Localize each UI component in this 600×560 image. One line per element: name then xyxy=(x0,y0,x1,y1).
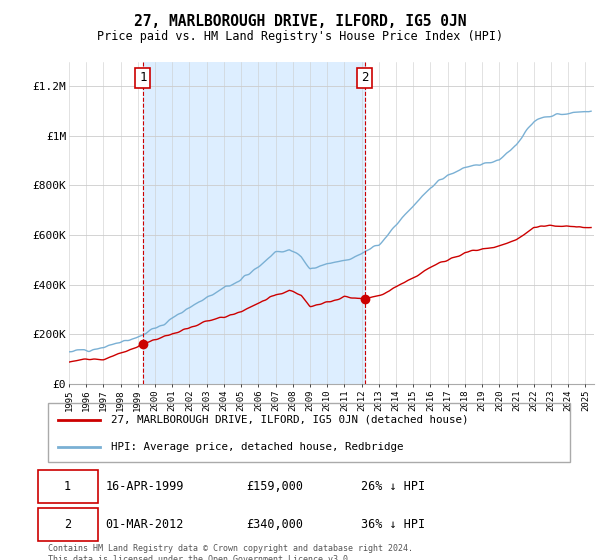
Text: 01-MAR-2012: 01-MAR-2012 xyxy=(106,518,184,531)
Text: 2: 2 xyxy=(64,518,71,531)
Text: 2: 2 xyxy=(361,71,368,84)
Text: 16-APR-1999: 16-APR-1999 xyxy=(106,480,184,493)
Text: £340,000: £340,000 xyxy=(247,518,304,531)
Bar xyxy=(143,62,365,384)
Text: 27, MARLBOROUGH DRIVE, ILFORD, IG5 0JN (detached house): 27, MARLBOROUGH DRIVE, ILFORD, IG5 0JN (… xyxy=(110,414,468,424)
Text: 36% ↓ HPI: 36% ↓ HPI xyxy=(361,518,425,531)
Text: 1: 1 xyxy=(139,71,146,84)
Text: £159,000: £159,000 xyxy=(247,480,304,493)
FancyBboxPatch shape xyxy=(38,508,98,541)
Text: Price paid vs. HM Land Registry's House Price Index (HPI): Price paid vs. HM Land Registry's House … xyxy=(97,30,503,43)
Text: HPI: Average price, detached house, Redbridge: HPI: Average price, detached house, Redb… xyxy=(110,442,403,452)
Text: 27, MARLBOROUGH DRIVE, ILFORD, IG5 0JN: 27, MARLBOROUGH DRIVE, ILFORD, IG5 0JN xyxy=(134,14,466,29)
Text: 26% ↓ HPI: 26% ↓ HPI xyxy=(361,480,425,493)
Text: 1: 1 xyxy=(64,480,71,493)
FancyBboxPatch shape xyxy=(38,470,98,503)
Text: Contains HM Land Registry data © Crown copyright and database right 2024.
This d: Contains HM Land Registry data © Crown c… xyxy=(48,544,413,560)
